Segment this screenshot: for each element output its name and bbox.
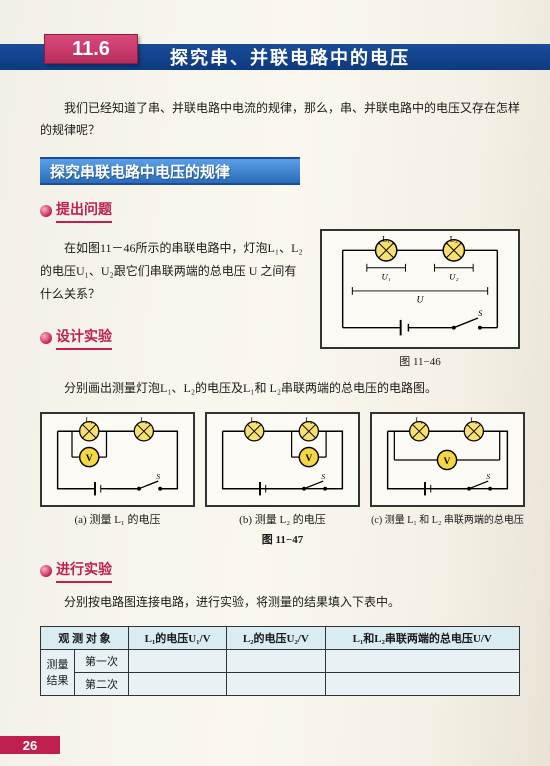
svg-text:V: V — [444, 456, 451, 467]
table-cell — [227, 649, 325, 672]
bullet-icon — [40, 565, 52, 577]
section-experiment: 进行实验 — [40, 559, 520, 583]
section-label: 提出问题 — [56, 199, 112, 223]
svg-text:S: S — [486, 472, 490, 481]
chapter-number: 11.6 — [44, 34, 138, 64]
fig-b-caption: (b) 测量 L₂ 的电压 — [205, 511, 360, 527]
design-text: 分别画出测量灯泡L₁、L₂的电压及L₁和 L₂串联两端的总电压的电路图。 — [40, 377, 520, 400]
section-label: 进行实验 — [56, 559, 112, 583]
bullet-icon — [40, 332, 52, 344]
table-rowgroup: 测量结果 — [41, 649, 75, 695]
svg-text:V: V — [86, 453, 93, 464]
svg-text:L₂: L₂ — [470, 416, 478, 425]
svg-text:S: S — [321, 472, 325, 481]
page-number: 26 — [0, 736, 60, 754]
table-row2-label: 第二次 — [75, 672, 129, 695]
intro-paragraph: 我们已经知道了串、并联电路中电流的规律，那么，串、并联电路中的电压又存在怎样的规… — [40, 98, 520, 141]
table-cell — [227, 672, 325, 695]
figure-11-46: L₁ L₂ U₁ U₂ U S 图 11− — [320, 229, 520, 369]
table-cell — [129, 672, 227, 695]
svg-text:L₂: L₂ — [450, 234, 458, 244]
svg-text:V: V — [305, 453, 312, 464]
svg-text:S: S — [156, 472, 160, 481]
bullet-icon — [40, 205, 52, 217]
section-label: 设计实验 — [56, 326, 112, 350]
fig-a-caption: (a) 测量 L₁ 的电压 — [40, 511, 195, 527]
question-text: 在如图11－46所示的串联电路中，灯泡L₁、L₂的电压U₁、U₂跟它们串联两端的… — [40, 237, 306, 305]
svg-text:L₁: L₁ — [86, 416, 94, 425]
svg-text:L₁: L₁ — [251, 416, 259, 425]
section-raise-question: 提出问题 — [40, 199, 520, 223]
results-table: 观 测 对 象 L₁的电压U₁/V L₂的电压U₂/V L₁和L₂串联两端的总电… — [40, 626, 520, 696]
svg-text:L₂: L₂ — [305, 416, 313, 425]
fig-caption: 图 11−46 — [320, 353, 520, 369]
figure-11-47: L₁ L₂ V S (a) 测量 L₁ 的电压 — [40, 412, 520, 547]
topic-banner: 探究串联电路中电压的规律 — [40, 157, 300, 185]
table-cell — [129, 649, 227, 672]
svg-text:S: S — [478, 308, 483, 318]
experiment-text: 分别按电路图连接电路，进行实验，将测量的结果填入下表中。 — [40, 591, 520, 614]
textbook-page: 11.6 探究串、并联电路中的电压 我们已经知道了串、并联电路中电流的规律，那么… — [0, 0, 550, 766]
fig-c-caption: (c) 测量 L₁ 和 L₂ 串联两端的总电压 — [370, 511, 525, 526]
table-header-u2: L₂的电压U₂/V — [227, 626, 325, 649]
svg-text:L₁: L₁ — [416, 416, 424, 425]
table-row1-label: 第一次 — [75, 649, 129, 672]
table-cell — [325, 672, 520, 695]
table-header-u1: L₁的电压U₁/V — [129, 626, 227, 649]
page-title: 探究串、并联电路中的电压 — [170, 44, 410, 70]
svg-text:L₂: L₂ — [140, 416, 148, 425]
svg-text:L₁: L₁ — [382, 234, 390, 244]
fig47-label: 图 11−47 — [205, 531, 360, 547]
table-header-obs: 观 测 对 象 — [41, 626, 129, 649]
table-header-u: L₁和L₂串联两端的总电压U/V — [325, 626, 520, 649]
svg-text:U₁: U₁ — [382, 272, 391, 282]
section-design: 设计实验 — [40, 326, 306, 350]
table-cell — [325, 649, 520, 672]
svg-text:U: U — [417, 295, 425, 306]
svg-text:U₂: U₂ — [449, 272, 458, 282]
